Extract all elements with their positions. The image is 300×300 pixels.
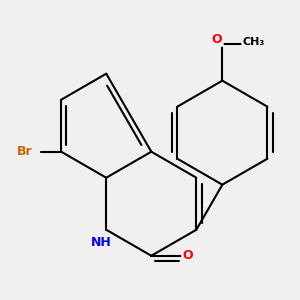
Text: Br: Br bbox=[16, 145, 32, 158]
Text: O: O bbox=[212, 33, 223, 46]
Text: O: O bbox=[182, 249, 193, 262]
Text: NH: NH bbox=[91, 236, 111, 249]
Text: CH₃: CH₃ bbox=[242, 37, 265, 47]
